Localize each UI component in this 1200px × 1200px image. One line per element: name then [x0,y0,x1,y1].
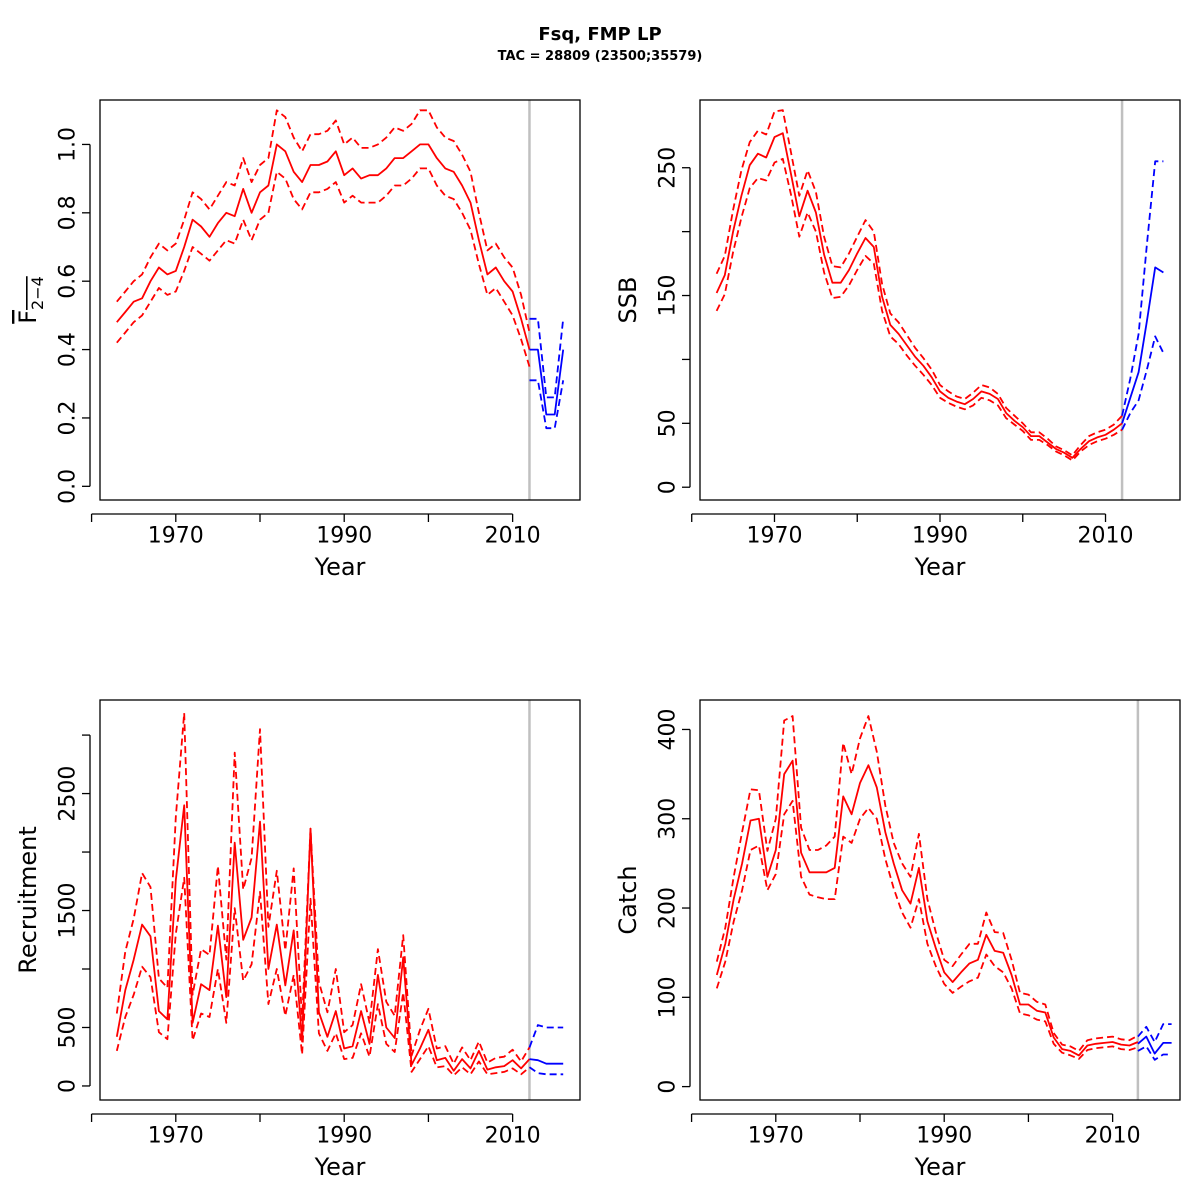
y-tick-label: 0.0 [56,469,81,504]
y-tick-label: 0.2 [56,400,81,435]
series-projection-lower [1137,1045,1172,1061]
y-tick-label: 0 [56,1079,81,1093]
series-projection-lower [529,379,565,430]
series-history-mid [115,804,531,1072]
series-projection-mid [1137,1035,1172,1055]
panel-fbar: 1970 1990 2010 Year 0.0 0.2 0.4 0.6 0.8 1.0 F2−4 [14,99,581,581]
series-projection-upper [528,1024,564,1048]
y-tick-label: 0.8 [56,195,81,230]
y-axis-label: Recruitment [14,826,42,973]
y-tick-label: 100 [656,976,681,1018]
x-tick-label: 1970 [148,1124,204,1149]
y-axis-label: SSB [614,277,642,324]
plot-frame [699,99,1181,501]
y-tick-label: 2500 [56,766,81,822]
x-tick-label: 1990 [916,1124,972,1149]
y-axis-label: Catch [614,865,642,934]
series-history-upper [116,109,531,333]
x-tick-label: 1970 [748,1124,804,1149]
y-tick-label: 150 [656,275,681,317]
figure-subtitle: TAC = 28809 (23500;35579) [498,49,703,64]
y-tick-label: 1.0 [56,127,81,162]
series-projection-mid [529,1058,564,1065]
panel-recruitment: 1970 1990 2010 Year 0 500 1500 2500 Recruitment [14,699,581,1181]
series-projection-mid [1121,266,1164,424]
y-tick-label: 0 [656,1080,681,1094]
series-history-lower [715,800,1139,1060]
plot-frame [99,699,581,1101]
series-history-lower [715,157,1123,462]
y-tick-label: 1500 [56,883,81,939]
x-tick-label: 1990 [316,1124,372,1149]
x-tick-label: 2010 [485,1124,541,1149]
series-history-lower [115,876,531,1077]
y-axis-label-subscript: 2−4 [28,276,47,310]
y-axis-label: F2−4 [14,276,47,324]
series-history-upper [715,715,1139,1052]
figure-title: Fsq, FMP LP [538,24,661,45]
series-history-mid [116,143,531,350]
y-tick-label: 250 [656,147,681,189]
y-tick-label: 400 [656,708,681,750]
x-axis-label: Year [314,553,366,581]
plot-frame [99,99,581,501]
x-axis-label: Year [314,1153,366,1181]
y-tick-label: 200 [656,887,681,929]
y-tick-label: 50 [656,409,681,437]
series-history-upper [715,109,1123,457]
series-projection-lower [528,1066,564,1076]
y-tick-label: 500 [56,1006,81,1048]
series-projection-lower [1121,335,1165,431]
x-tick-label: 2010 [1085,1124,1141,1149]
x-tick-label: 2010 [1078,524,1134,549]
x-tick-label: 1990 [316,524,372,549]
x-axis-label: Year [914,553,966,581]
panel-catch: 1970 1990 2010 Year 0 100 200 300 400 Catch [614,699,1181,1181]
x-axis-label: Year [914,1153,966,1181]
series-projection-mid [529,348,565,416]
plot-frame [699,699,1181,1101]
y-tick-label: 0 [656,480,681,494]
series-history-upper [115,712,531,1065]
series-projection-upper [1121,160,1164,416]
series-history-lower [116,167,531,367]
series-history-mid [715,132,1123,459]
panel-ssb: 1970 1990 2010 Year 0 50 150 250 SSB [614,99,1181,581]
y-tick-label: 0.4 [56,332,81,367]
series-history-mid [715,759,1139,1057]
y-tick-label: 0.6 [56,264,81,299]
series-projection-upper [529,317,565,399]
x-tick-label: 1970 [746,524,802,549]
x-tick-label: 1990 [912,524,968,549]
x-tick-label: 1970 [148,524,204,549]
x-tick-label: 2010 [485,524,541,549]
y-tick-label: 300 [656,798,681,840]
